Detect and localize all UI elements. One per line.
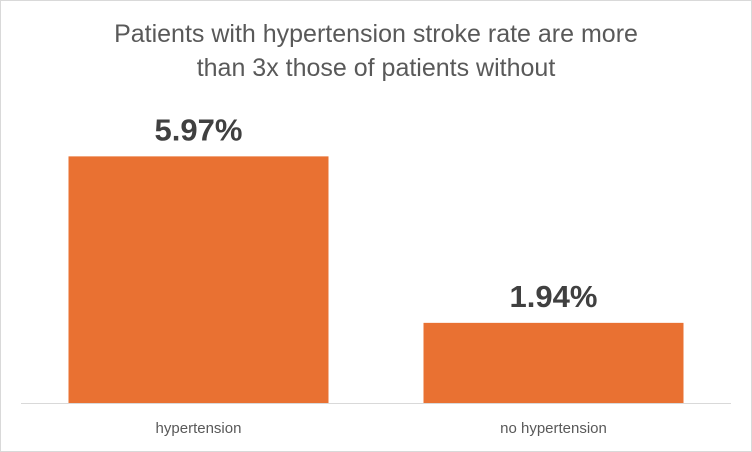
x-tick-label-hypertension: hypertension — [156, 420, 242, 437]
data-label-hypertension: 5.97% — [155, 112, 243, 147]
data-label-no-hypertension: 1.94% — [510, 279, 598, 314]
x-tick-label-no-hypertension: no hypertension — [500, 420, 607, 437]
chart-title: Patients with hypertension stroke rate a… — [1, 17, 751, 85]
bar-no-hypertension — [423, 322, 684, 403]
chart-title-line-1: Patients with hypertension stroke rate a… — [114, 20, 638, 48]
chart-title-line-2: than 3x those of patients without — [196, 54, 556, 82]
bar-hypertension — [68, 156, 329, 403]
